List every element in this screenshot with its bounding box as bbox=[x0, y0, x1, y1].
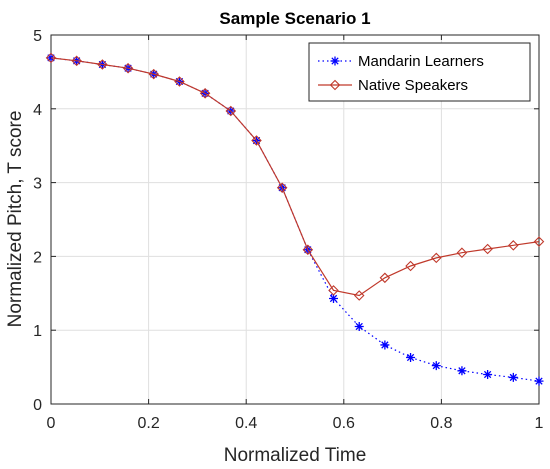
y-axis-label: Normalized Pitch, T score bbox=[5, 111, 26, 328]
y-tick-label: 0 bbox=[33, 397, 42, 414]
data-point-native-speakers bbox=[199, 88, 211, 99]
data-point-native-speakers bbox=[379, 272, 391, 284]
legend-marker-mandarin-learners bbox=[330, 56, 340, 66]
data-point-native-speakers bbox=[302, 244, 314, 256]
data-point-mandarin-learners bbox=[431, 361, 441, 371]
chart-title: Sample Scenario 1 bbox=[219, 9, 370, 28]
series bbox=[45, 52, 545, 386]
data-point-native-speakers bbox=[405, 260, 416, 272]
legend-label-mandarin-learners: Mandarin Learners bbox=[358, 53, 484, 70]
legend: Mandarin Learners Native Speakers bbox=[308, 42, 531, 102]
data-point-native-speakers bbox=[225, 105, 237, 117]
data-point-mandarin-learners bbox=[508, 372, 518, 382]
data-point-native-speakers bbox=[533, 236, 545, 247]
data-point-native-speakers bbox=[122, 62, 134, 74]
y-tick-label: 2 bbox=[33, 249, 42, 266]
legend-label-native-speakers: Native Speakers bbox=[358, 77, 468, 94]
legend-box bbox=[308, 42, 531, 102]
x-tick-label: 0.4 bbox=[235, 415, 257, 432]
data-point-mandarin-learners bbox=[380, 340, 390, 350]
data-point-native-speakers bbox=[276, 182, 288, 194]
legend-marker-mandarin-learners bbox=[330, 56, 340, 66]
data-point-native-speakers bbox=[251, 135, 262, 146]
x-tick-label: 0.2 bbox=[137, 415, 159, 432]
plot-area-border bbox=[50, 34, 540, 405]
data-point-native-speakers bbox=[148, 68, 160, 80]
axes bbox=[50, 34, 540, 405]
data-point-native-speakers bbox=[174, 76, 185, 87]
data-point-mandarin-learners bbox=[534, 376, 544, 386]
data-point-native-speakers bbox=[482, 243, 493, 255]
data-point-mandarin-learners bbox=[329, 293, 339, 303]
data-point-native-speakers bbox=[430, 252, 442, 264]
legend-marker-native-speakers bbox=[329, 79, 341, 91]
data-point-mandarin-learners bbox=[457, 366, 467, 376]
x-tick-label: 0.8 bbox=[430, 415, 452, 432]
data-point-native-speakers bbox=[508, 240, 519, 251]
series-native-speakers bbox=[45, 52, 545, 301]
x-axis-label: Normalized Time bbox=[224, 445, 367, 466]
data-point-mandarin-learners bbox=[406, 353, 416, 363]
data-point-native-speakers bbox=[97, 59, 108, 70]
data-point-native-speakers bbox=[45, 52, 57, 64]
data-point-native-speakers bbox=[328, 285, 339, 296]
y-tick-label: 1 bbox=[33, 323, 42, 340]
tick-labels: 0 0.2 0.4 0.6 0.8 1 0 1 2 3 4 5 bbox=[33, 28, 543, 432]
data-point-mandarin-learners bbox=[483, 369, 493, 379]
x-tick-label: 0 bbox=[47, 415, 56, 432]
legend-marker-native-speakers bbox=[329, 79, 341, 91]
data-point-native-speakers bbox=[71, 55, 82, 67]
y-tick-label: 4 bbox=[33, 102, 42, 119]
data-point-native-speakers bbox=[456, 247, 468, 258]
x-tick-label: 1 bbox=[535, 415, 544, 432]
y-tick-label: 5 bbox=[33, 28, 42, 45]
data-point-mandarin-learners bbox=[354, 322, 364, 332]
x-tick-label: 0.6 bbox=[333, 415, 355, 432]
data-point-native-speakers bbox=[353, 290, 365, 301]
y-tick-label: 3 bbox=[33, 176, 42, 193]
